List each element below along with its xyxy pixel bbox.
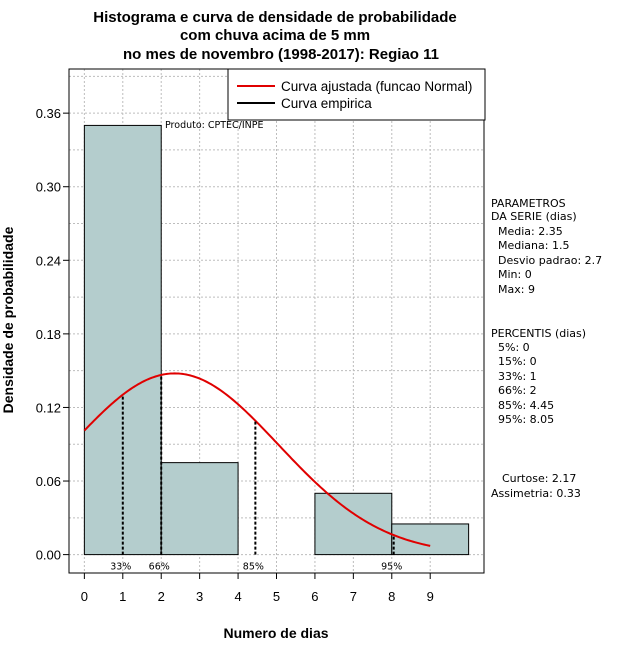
product-label: Produto: CPTEC/INPE — [165, 120, 264, 131]
x-tick-label-5: 5 — [273, 589, 280, 604]
parameters-title-2: DA SERIE (dias) — [491, 210, 577, 223]
x-tick-label-6: 6 — [311, 589, 318, 604]
percentile-15: 15%: 0 — [498, 355, 537, 368]
percentiles-panel: PERCENTIS (dias) 5%: 0 15%: 0 33%: 1 66%… — [491, 327, 586, 426]
x-tick-label-9: 9 — [427, 589, 434, 604]
percentile-label-66: 66% — [149, 562, 170, 573]
parameters-panel: PARAMETROS DA SERIE (dias) Media: 2.35 M… — [491, 197, 602, 296]
percentiles-title: PERCENTIS (dias) — [491, 327, 586, 340]
percentile-85: 85%: 4.45 — [498, 399, 554, 412]
percentile-lines: 33% 66% 85% 95% — [110, 374, 402, 573]
y-tick-label-4: 0.24 — [36, 253, 61, 268]
normal-curve — [83, 372, 431, 547]
x-tick-label-3: 3 — [196, 589, 203, 604]
y-tick-label-1: 0.06 — [36, 474, 61, 489]
legend-label-fitted-curve: Curva ajustada (funcao Normal) — [281, 79, 472, 94]
x-tick-label-1: 1 — [119, 589, 126, 604]
parameters-title-1: PARAMETROS — [491, 197, 566, 210]
chart-title-line-1: Histograma e curva de densidade de proba… — [93, 9, 456, 26]
y-tick-label-2: 0.12 — [36, 400, 61, 415]
x-axis-label: Numero de dias — [223, 625, 328, 641]
percentile-label-33: 33% — [110, 562, 131, 573]
legend-box — [227, 68, 486, 121]
param-mean: Media: 2.35 — [498, 225, 563, 238]
x-tick-label-0: 0 — [81, 589, 88, 604]
x-tick-label-7: 7 — [350, 589, 357, 604]
legend-label-empirical-curve: Curva empirica — [281, 96, 372, 111]
percentile-label-95: 95% — [381, 562, 402, 573]
histogram-bar-3 — [314, 492, 393, 556]
y-tick-label-0: 0.00 — [36, 548, 61, 563]
y-axis-label: Densidade de probabilidade — [0, 226, 16, 413]
normal-curve-layer — [83, 372, 431, 547]
percentile-label-85: 85% — [243, 562, 264, 573]
param-min: Min: 0 — [498, 268, 532, 281]
y-tick-label-6: 0.36 — [36, 106, 61, 121]
x-tick-label-2: 2 — [158, 589, 165, 604]
percentile-5: 5%: 0 — [498, 341, 530, 354]
shape-stats-panel: Curtose: 2.17 Assimetria: 0.33 — [491, 472, 581, 500]
histogram-bar-1 — [160, 462, 239, 556]
percentile-66: 66%: 2 — [498, 384, 537, 397]
percentile-95: 95%: 8.05 — [498, 413, 554, 426]
legend: Curva ajustada (funcao Normal) Curva emp… — [227, 68, 486, 121]
percentile-33: 33%: 1 — [498, 370, 537, 383]
y-tick-label-3: 0.18 — [36, 327, 61, 342]
axes: 0 1 2 3 4 5 6 7 8 9 0.00 0.06 0.12 0.18 0.24 0.30 0.36 — [36, 106, 434, 604]
chart-title-line-2: com chuva acima de 5 mm — [180, 27, 370, 44]
y-tick-label-5: 0.30 — [36, 180, 61, 195]
x-tick-label-8: 8 — [388, 589, 395, 604]
skewness-stat: Assimetria: 0.33 — [491, 487, 581, 500]
kurtosis-stat: Curtose: 2.17 — [502, 472, 576, 485]
param-std-dev: Desvio padrao: 2.7 — [498, 254, 602, 267]
param-median: Mediana: 1.5 — [498, 239, 569, 252]
histogram-bar-0 — [83, 124, 162, 556]
param-max: Max: 9 — [498, 283, 535, 296]
chart-title-line-3: no mes de novembro (1998-2017): Regiao 1… — [123, 46, 439, 63]
x-tick-label-4: 4 — [234, 589, 241, 604]
